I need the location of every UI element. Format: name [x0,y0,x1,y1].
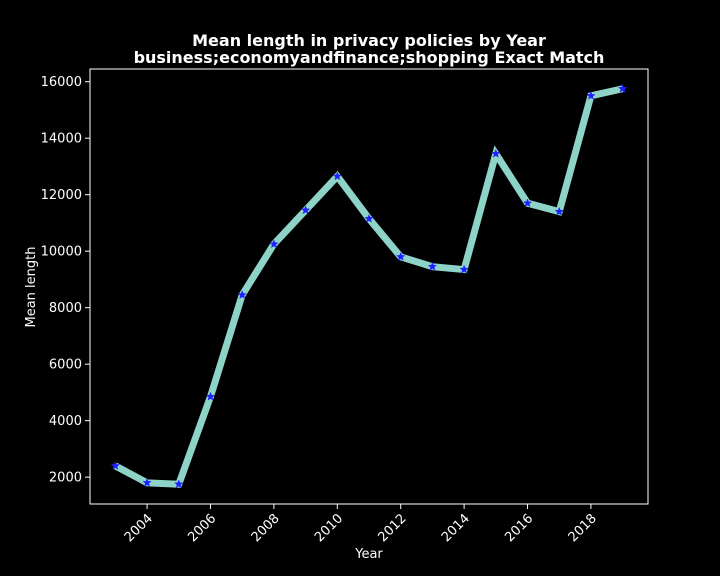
data-point-marker [364,213,374,223]
y-tick-label: 12000 [41,188,82,203]
y-tick-label: 14000 [41,132,82,147]
data-point-marker [396,251,406,261]
y-tick-label: 4000 [49,414,82,429]
series-layer [110,83,628,489]
data-point-marker [459,264,469,274]
chart-title: Mean length in privacy policies by Year [192,31,546,50]
data-point-marker [300,205,311,215]
data-point-marker [142,477,152,487]
data-point-marker [237,290,247,299]
data-point-marker [205,391,216,401]
data-point-marker [427,261,438,271]
data-point-marker [522,198,533,208]
y-axis-label: Mean length [24,247,39,328]
data-point-marker [554,206,564,216]
data-point-marker [110,460,121,470]
data-point-marker [617,83,628,93]
data-point-marker [586,90,596,100]
axes-frame [89,68,649,505]
y-tick-label: 2000 [49,471,82,486]
y-tick-label: 10000 [41,245,82,260]
x-axis-label: Year [354,547,383,562]
data-point-marker [174,479,184,489]
data-point-marker [269,239,279,249]
chart-subtitle: business;economyandfinance;shopping Exac… [134,48,605,67]
y-axis: 2000 4000 6000 8000 10000 12000 14000 16000 [41,75,90,486]
data-point-marker [491,148,501,158]
data-point-marker [332,171,342,181]
y-tick-label: 6000 [49,358,82,373]
y-tick-label: 16000 [41,75,82,90]
y-tick-label: 8000 [49,301,82,316]
